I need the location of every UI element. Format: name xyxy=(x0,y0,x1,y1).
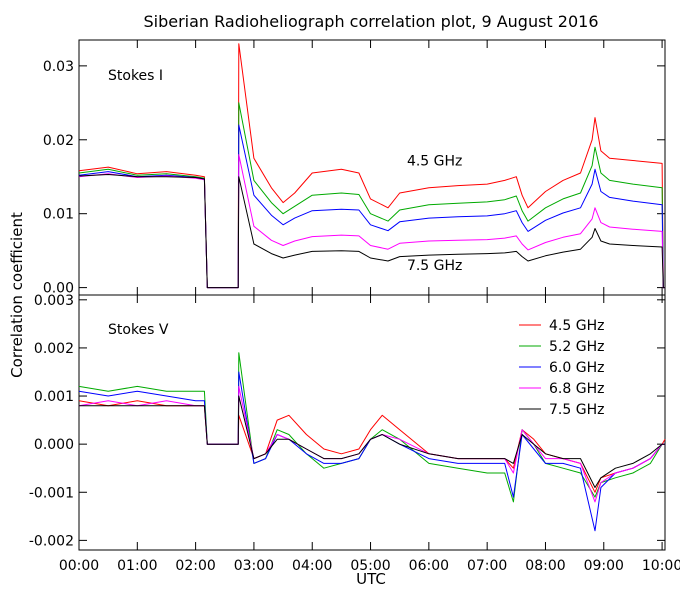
series-line-6-0-ghz-p0 xyxy=(78,124,665,289)
x-tick-label: 01:00 xyxy=(117,558,157,574)
panel-stokes-i-y-ticks: 0.00 0.01 0.02 0.03 xyxy=(43,59,665,297)
annotation-4-5-ghz: 4.5 GHz xyxy=(407,154,462,170)
y-tick-label: 0.03 xyxy=(43,59,74,75)
x-tick-label: 02:00 xyxy=(175,558,215,574)
y-tick-label: 0.001 xyxy=(34,389,74,405)
panel-stokes-v-y-ticks: -0.002 -0.001 0.000 0.001 0.002 0.003 xyxy=(29,293,665,549)
series-line-7-5-ghz-p1 xyxy=(79,395,665,488)
panel-stokes-v-label: Stokes V xyxy=(108,322,169,338)
series-line-7-5-ghz-p0 xyxy=(78,174,665,289)
x-tick-label: 08:00 xyxy=(525,558,565,574)
legend-label-6-0-ghz: 6.0 GHz xyxy=(549,360,604,376)
y-tick-label: 0.003 xyxy=(34,293,74,309)
series-line-4-5-ghz-p0 xyxy=(78,43,665,289)
y-tick-label: -0.002 xyxy=(29,533,74,549)
x-tick-label: 03:00 xyxy=(234,558,274,574)
panel-stokes-i-label: Stokes I xyxy=(108,68,163,84)
x-tick-label: 07:00 xyxy=(467,558,507,574)
x-tick-label: 04:00 xyxy=(292,558,332,574)
x-tick-label: 05:00 xyxy=(350,558,390,574)
legend-label-4-5-ghz: 4.5 GHz xyxy=(549,318,604,334)
y-tick-label: 0.02 xyxy=(43,133,74,149)
annotation-7-5-ghz: 7.5 GHz xyxy=(407,258,462,274)
y-tick-label: 0.00 xyxy=(43,281,74,297)
x-tick-label: 10:00 xyxy=(642,558,680,574)
legend: 4.5 GHz 5.2 GHz 6.0 GHz 6.8 GHz 7.5 GHz xyxy=(519,318,604,418)
legend-label-6-8-ghz: 6.8 GHz xyxy=(549,381,604,397)
y-tick-label: 0.002 xyxy=(34,341,74,357)
panel-stokes-i-frame xyxy=(78,39,666,296)
panel-stokes-i-series xyxy=(78,43,665,289)
series-line-5-2-ghz-p0 xyxy=(78,102,665,289)
y-axis-label: Correlation coefficient xyxy=(8,212,26,378)
x-tick-label: 09:00 xyxy=(584,558,624,574)
legend-label-7-5-ghz: 7.5 GHz xyxy=(549,402,604,418)
legend-label-5-2-ghz: 5.2 GHz xyxy=(549,339,604,355)
panel-stokes-i: Stokes I 0.00 0.01 0.02 0.03 4.5 GHz 7.5 GH… xyxy=(43,39,666,297)
y-tick-label: 0.01 xyxy=(43,207,74,223)
x-axis-ticks: 00:00 01:00 02:00 03:00 04:00 05:00 06:00 07:00… xyxy=(59,40,680,574)
panel-stokes-v-frame xyxy=(78,294,666,551)
x-tick-label: 06:00 xyxy=(409,558,449,574)
panel-stokes-v-series xyxy=(78,352,666,532)
panel-stokes-v: Stokes V -0.002 -0.001 0.000 0.001 0.002 0.00… xyxy=(29,293,666,551)
y-tick-label: -0.001 xyxy=(29,485,74,501)
chart-title: Siberian Radioheliograph correlation plo… xyxy=(143,12,598,31)
x-tick-label: 00:00 xyxy=(59,558,99,574)
y-tick-label: 0.000 xyxy=(34,437,74,453)
x-axis-label: UTC xyxy=(356,570,386,588)
